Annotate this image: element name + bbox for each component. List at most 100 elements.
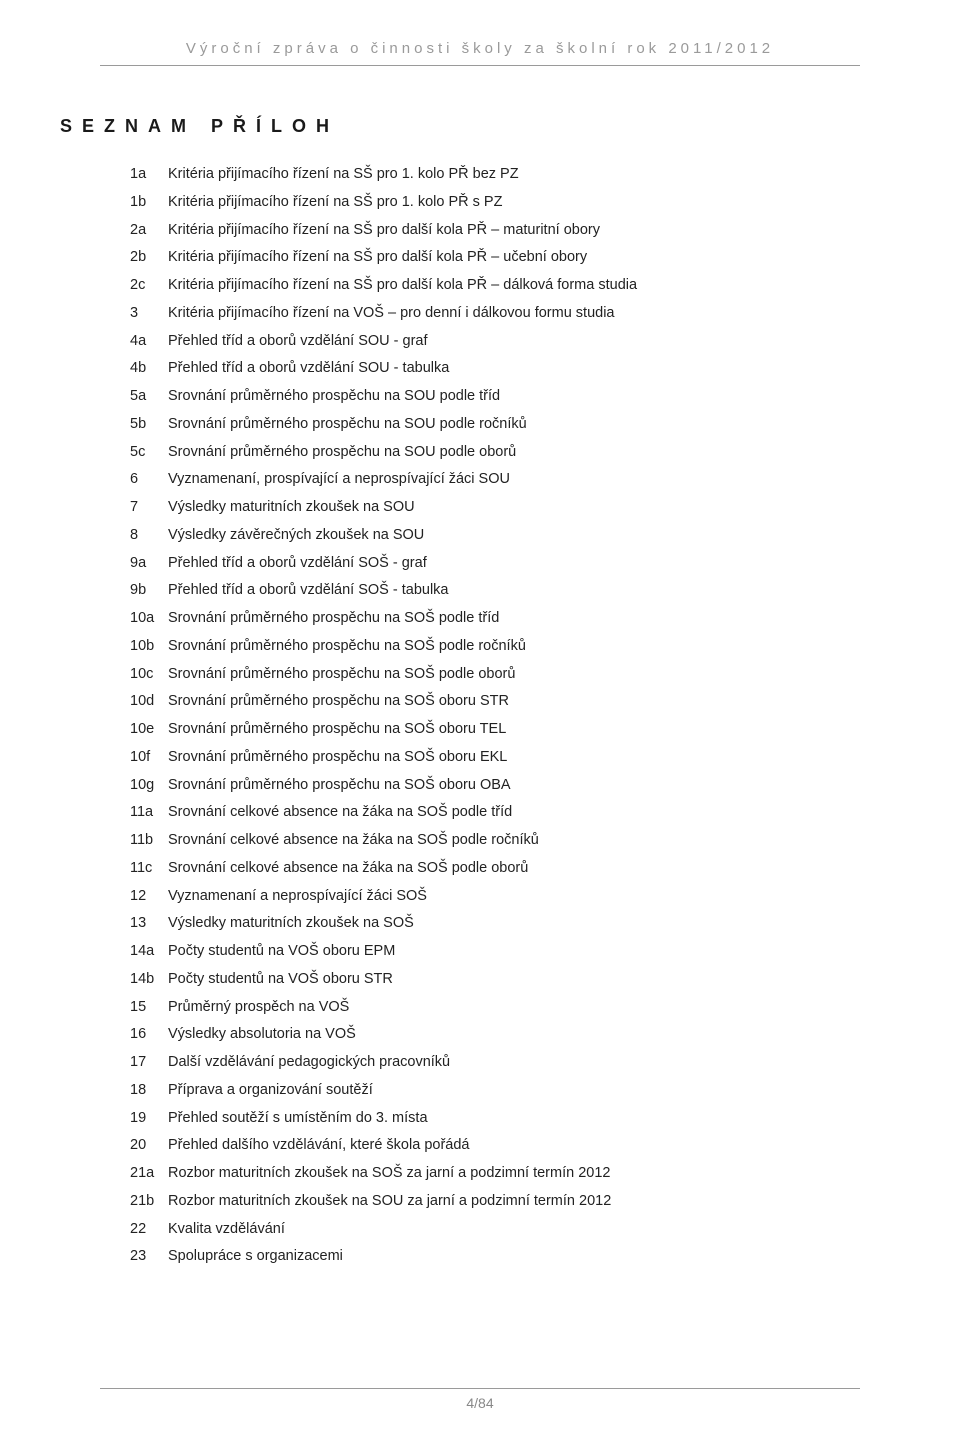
section-heading: SEZNAM PŘÍLOH xyxy=(60,116,860,137)
list-item-text: Srovnání průměrného prospěchu na SOU pod… xyxy=(168,443,516,463)
list-item-id: 5c xyxy=(100,443,168,463)
list-item-text: Srovnání průměrného prospěchu na SOŠ pod… xyxy=(168,609,499,629)
list-item-id: 13 xyxy=(100,914,168,934)
list-item: 8Výsledky závěrečných zkoušek na SOU xyxy=(100,526,860,546)
list-item: 11aSrovnání celkové absence na žáka na S… xyxy=(100,803,860,823)
page-number: 4/84 xyxy=(100,1395,860,1411)
list-item-id: 2a xyxy=(100,221,168,241)
list-item-text: Srovnání průměrného prospěchu na SOŠ obo… xyxy=(168,748,507,768)
list-item-text: Kritéria přijímacího řízení na VOŠ – pro… xyxy=(168,304,615,324)
list-item: 10aSrovnání průměrného prospěchu na SOŠ … xyxy=(100,609,860,629)
list-item: 4aPřehled tříd a oborů vzdělání SOU - gr… xyxy=(100,332,860,352)
list-item-text: Srovnání celkové absence na žáka na SOŠ … xyxy=(168,803,512,823)
list-item: 17Další vzdělávání pedagogických pracovn… xyxy=(100,1053,860,1073)
list-item: 21bRozbor maturitních zkoušek na SOU za … xyxy=(100,1192,860,1212)
list-item-text: Kritéria přijímacího řízení na SŠ pro 1.… xyxy=(168,165,519,185)
list-item: 11cSrovnání celkové absence na žáka na S… xyxy=(100,859,860,879)
list-item-text: Výsledky maturitních zkoušek na SOŠ xyxy=(168,914,414,934)
list-item-id: 1a xyxy=(100,165,168,185)
list-item-id: 10c xyxy=(100,665,168,685)
list-item-id: 5b xyxy=(100,415,168,435)
appendix-list: 1aKritéria přijímacího řízení na SŠ pro … xyxy=(100,165,860,1267)
list-item: 10fSrovnání průměrného prospěchu na SOŠ … xyxy=(100,748,860,768)
list-item-id: 19 xyxy=(100,1109,168,1129)
list-item: 15Průměrný prospěch na VOŠ xyxy=(100,998,860,1018)
list-item: 10bSrovnání průměrného prospěchu na SOŠ … xyxy=(100,637,860,657)
list-item: 10cSrovnání průměrného prospěchu na SOŠ … xyxy=(100,665,860,685)
list-item-text: Vyznamenaní a neprospívající žáci SOŠ xyxy=(168,887,427,907)
page-footer: 4/84 xyxy=(100,1388,860,1411)
list-item-text: Srovnání celkové absence na žáka na SOŠ … xyxy=(168,831,539,851)
list-item-text: Srovnání průměrného prospěchu na SOŠ obo… xyxy=(168,720,506,740)
list-item: 14bPočty studentů na VOŠ oboru STR xyxy=(100,970,860,990)
list-item-text: Spolupráce s organizacemi xyxy=(168,1247,343,1267)
footer-divider xyxy=(100,1388,860,1389)
list-item-text: Přehled soutěží s umístěním do 3. místa xyxy=(168,1109,428,1129)
list-item-id: 16 xyxy=(100,1025,168,1045)
list-item-text: Rozbor maturitních zkoušek na SOU za jar… xyxy=(168,1192,611,1212)
list-item-id: 9a xyxy=(100,554,168,574)
list-item-text: Příprava a organizování soutěží xyxy=(168,1081,373,1101)
list-item-id: 10d xyxy=(100,692,168,712)
list-item-text: Srovnání průměrného prospěchu na SOU pod… xyxy=(168,415,527,435)
list-item: 19Přehled soutěží s umístěním do 3. míst… xyxy=(100,1109,860,1129)
list-item-id: 7 xyxy=(100,498,168,518)
list-item-text: Průměrný prospěch na VOŠ xyxy=(168,998,349,1018)
list-item-text: Srovnání průměrného prospěchu na SOŠ obo… xyxy=(168,692,509,712)
list-item: 1bKritéria přijímacího řízení na SŠ pro … xyxy=(100,193,860,213)
list-item-text: Přehled tříd a oborů vzdělání SOU - graf xyxy=(168,332,428,352)
list-item-id: 10b xyxy=(100,637,168,657)
list-item: 22Kvalita vzdělávání xyxy=(100,1220,860,1240)
list-item-id: 12 xyxy=(100,887,168,907)
list-item-id: 20 xyxy=(100,1136,168,1156)
list-item: 2bKritéria přijímacího řízení na SŠ pro … xyxy=(100,248,860,268)
list-item-text: Srovnání průměrného prospěchu na SOU pod… xyxy=(168,387,500,407)
list-item-text: Přehled tříd a oborů vzdělání SOU - tabu… xyxy=(168,359,449,379)
list-item-id: 23 xyxy=(100,1247,168,1267)
list-item-id: 11b xyxy=(100,831,168,851)
list-item-text: Kvalita vzdělávání xyxy=(168,1220,285,1240)
list-item: 5bSrovnání průměrného prospěchu na SOU p… xyxy=(100,415,860,435)
list-item: 23Spolupráce s organizacemi xyxy=(100,1247,860,1267)
list-item: 21aRozbor maturitních zkoušek na SOŠ za … xyxy=(100,1164,860,1184)
list-item-text: Kritéria přijímacího řízení na SŠ pro da… xyxy=(168,221,600,241)
list-item-id: 21b xyxy=(100,1192,168,1212)
list-item-text: Výsledky maturitních zkoušek na SOU xyxy=(168,498,415,518)
list-item-id: 10f xyxy=(100,748,168,768)
list-item-text: Výsledky závěrečných zkoušek na SOU xyxy=(168,526,424,546)
list-item: 18Příprava a organizování soutěží xyxy=(100,1081,860,1101)
list-item-text: Další vzdělávání pedagogických pracovník… xyxy=(168,1053,450,1073)
list-item: 9aPřehled tříd a oborů vzdělání SOŠ - gr… xyxy=(100,554,860,574)
list-item: 2aKritéria přijímacího řízení na SŠ pro … xyxy=(100,221,860,241)
list-item-id: 17 xyxy=(100,1053,168,1073)
list-item-id: 11c xyxy=(100,859,168,879)
list-item-id: 2c xyxy=(100,276,168,296)
document-header-title: Výroční zpráva o činnosti školy za školn… xyxy=(100,40,860,57)
list-item: 14aPočty studentů na VOŠ oboru EPM xyxy=(100,942,860,962)
list-item-id: 1b xyxy=(100,193,168,213)
header-divider xyxy=(100,65,860,66)
list-item-text: Srovnání celkové absence na žáka na SOŠ … xyxy=(168,859,528,879)
list-item: 16Výsledky absolutoria na VOŠ xyxy=(100,1025,860,1045)
list-item-id: 22 xyxy=(100,1220,168,1240)
list-item: 3Kritéria přijímacího řízení na VOŠ – pr… xyxy=(100,304,860,324)
list-item: 1aKritéria přijímacího řízení na SŠ pro … xyxy=(100,165,860,185)
list-item-id: 10g xyxy=(100,776,168,796)
list-item-id: 15 xyxy=(100,998,168,1018)
list-item-id: 10a xyxy=(100,609,168,629)
list-item: 10dSrovnání průměrného prospěchu na SOŠ … xyxy=(100,692,860,712)
list-item: 7Výsledky maturitních zkoušek na SOU xyxy=(100,498,860,518)
list-item: 10gSrovnání průměrného prospěchu na SOŠ … xyxy=(100,776,860,796)
list-item-text: Počty studentů na VOŠ oboru EPM xyxy=(168,942,395,962)
list-item: 2cKritéria přijímacího řízení na SŠ pro … xyxy=(100,276,860,296)
list-item-id: 10e xyxy=(100,720,168,740)
list-item-text: Kritéria přijímacího řízení na SŠ pro da… xyxy=(168,248,587,268)
list-item-id: 9b xyxy=(100,581,168,601)
list-item: 12Vyznamenaní a neprospívající žáci SOŠ xyxy=(100,887,860,907)
list-item-text: Přehled dalšího vzdělávání, které škola … xyxy=(168,1136,469,1156)
list-item-id: 4b xyxy=(100,359,168,379)
list-item-id: 11a xyxy=(100,803,168,823)
list-item-id: 21a xyxy=(100,1164,168,1184)
list-item-text: Přehled tříd a oborů vzdělání SOŠ - graf xyxy=(168,554,427,574)
list-item-text: Přehled tříd a oborů vzdělání SOŠ - tabu… xyxy=(168,581,449,601)
